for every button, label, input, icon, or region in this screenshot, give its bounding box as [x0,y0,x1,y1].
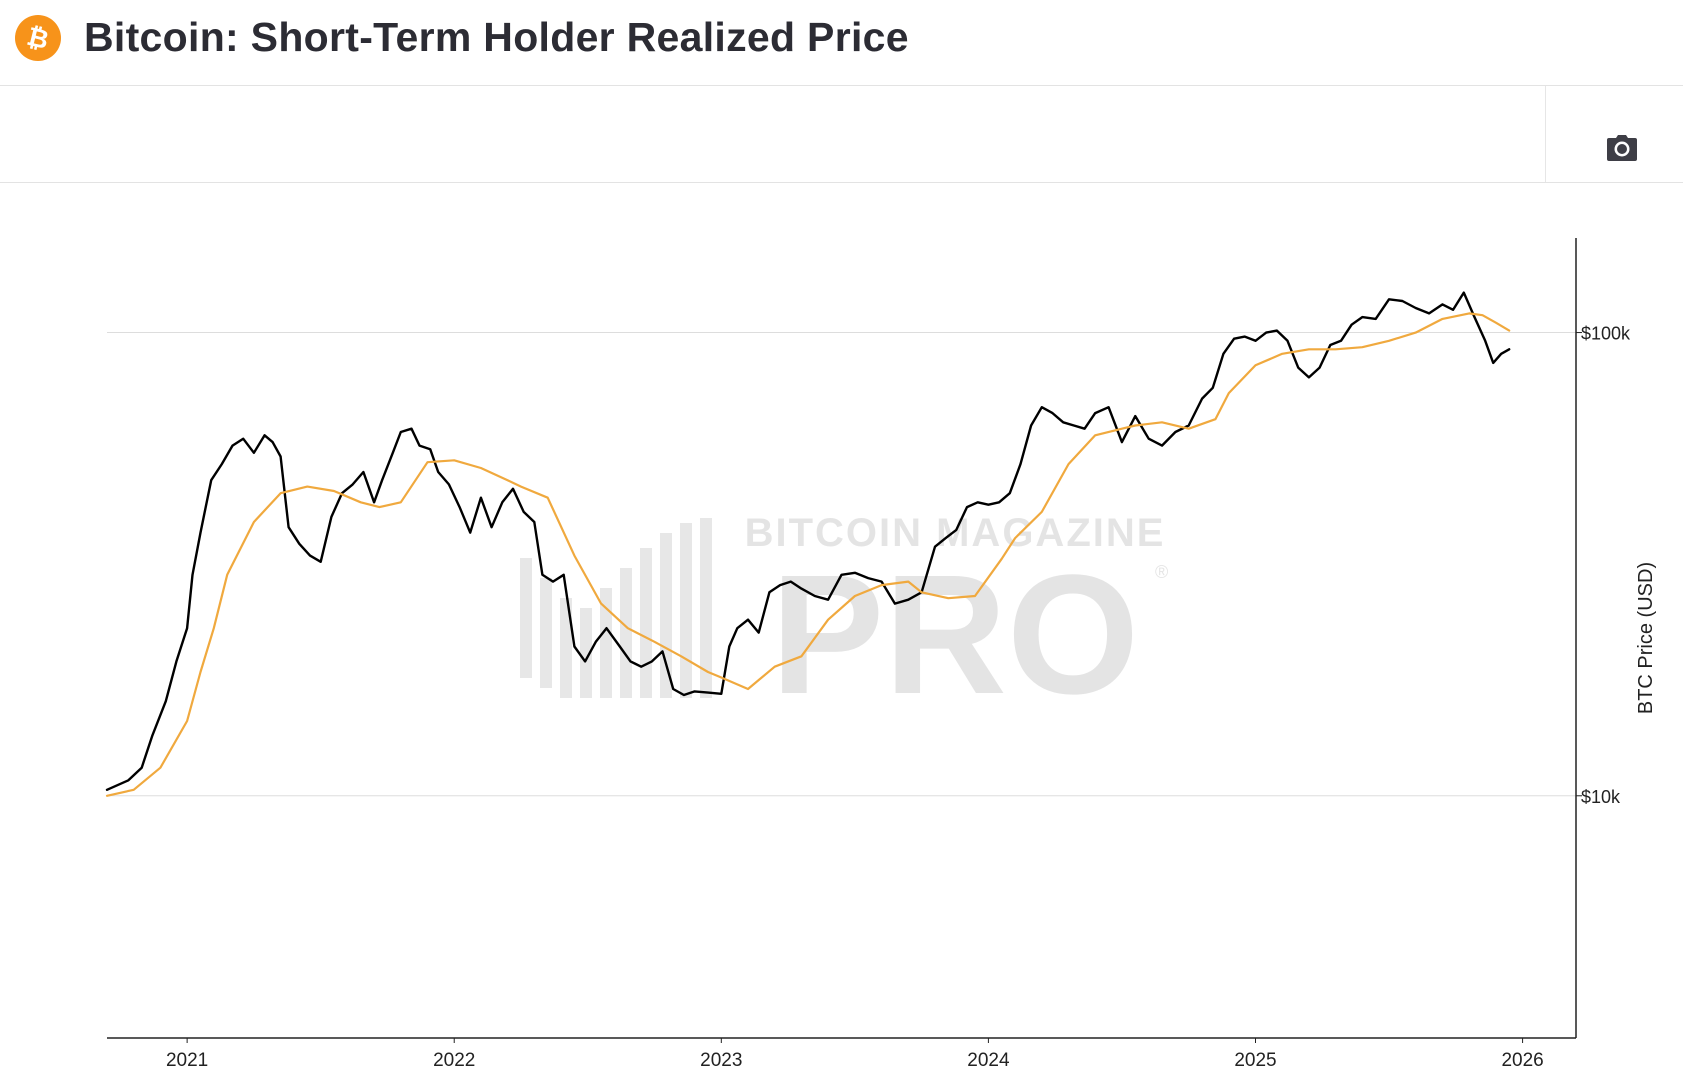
x-tick-label: 2021 [166,1050,208,1071]
page-title: Bitcoin: Short-Term Holder Realized Pric… [84,14,909,60]
bitcoin-logo-circle [15,15,61,61]
tick-labels: $10k $100k 2021 2022 2023 2024 2025 2026 [166,324,1631,1071]
toolbar [0,86,1683,183]
y-axis-label: BTC Price (USD) [1635,562,1657,714]
series-layer [105,291,1511,797]
watermark-bars-icon [520,518,712,698]
gridlines [107,332,1576,797]
bitcoin-icon: ₿ [15,15,61,61]
toolbar-divider [1545,86,1546,182]
x-tick-label: 2026 [1501,1050,1543,1071]
watermark: BITCOIN MAGAZINE PRO ® [520,511,1168,730]
y-tick-label: $10k [1581,787,1621,807]
watermark-line2: PRO [771,540,1139,730]
x-tick-label: 2025 [1234,1050,1276,1071]
x-tick-label: 2023 [700,1050,742,1071]
chart-area: BITCOIN MAGAZINE PRO ® $10k $100k 2021 2022… [105,238,1657,1071]
header: ₿ Bitcoin: Short-Term Holder Realized Pr… [0,0,1683,86]
x-tick-label: 2024 [967,1050,1010,1071]
sth-realized-price-line [105,312,1511,797]
btc-price-line [105,291,1511,791]
watermark-registered-mark: ® [1155,562,1168,582]
y-tick-label: $100k [1581,324,1631,344]
x-tick-label: 2022 [433,1050,475,1071]
camera-icon[interactable] [1606,134,1638,162]
